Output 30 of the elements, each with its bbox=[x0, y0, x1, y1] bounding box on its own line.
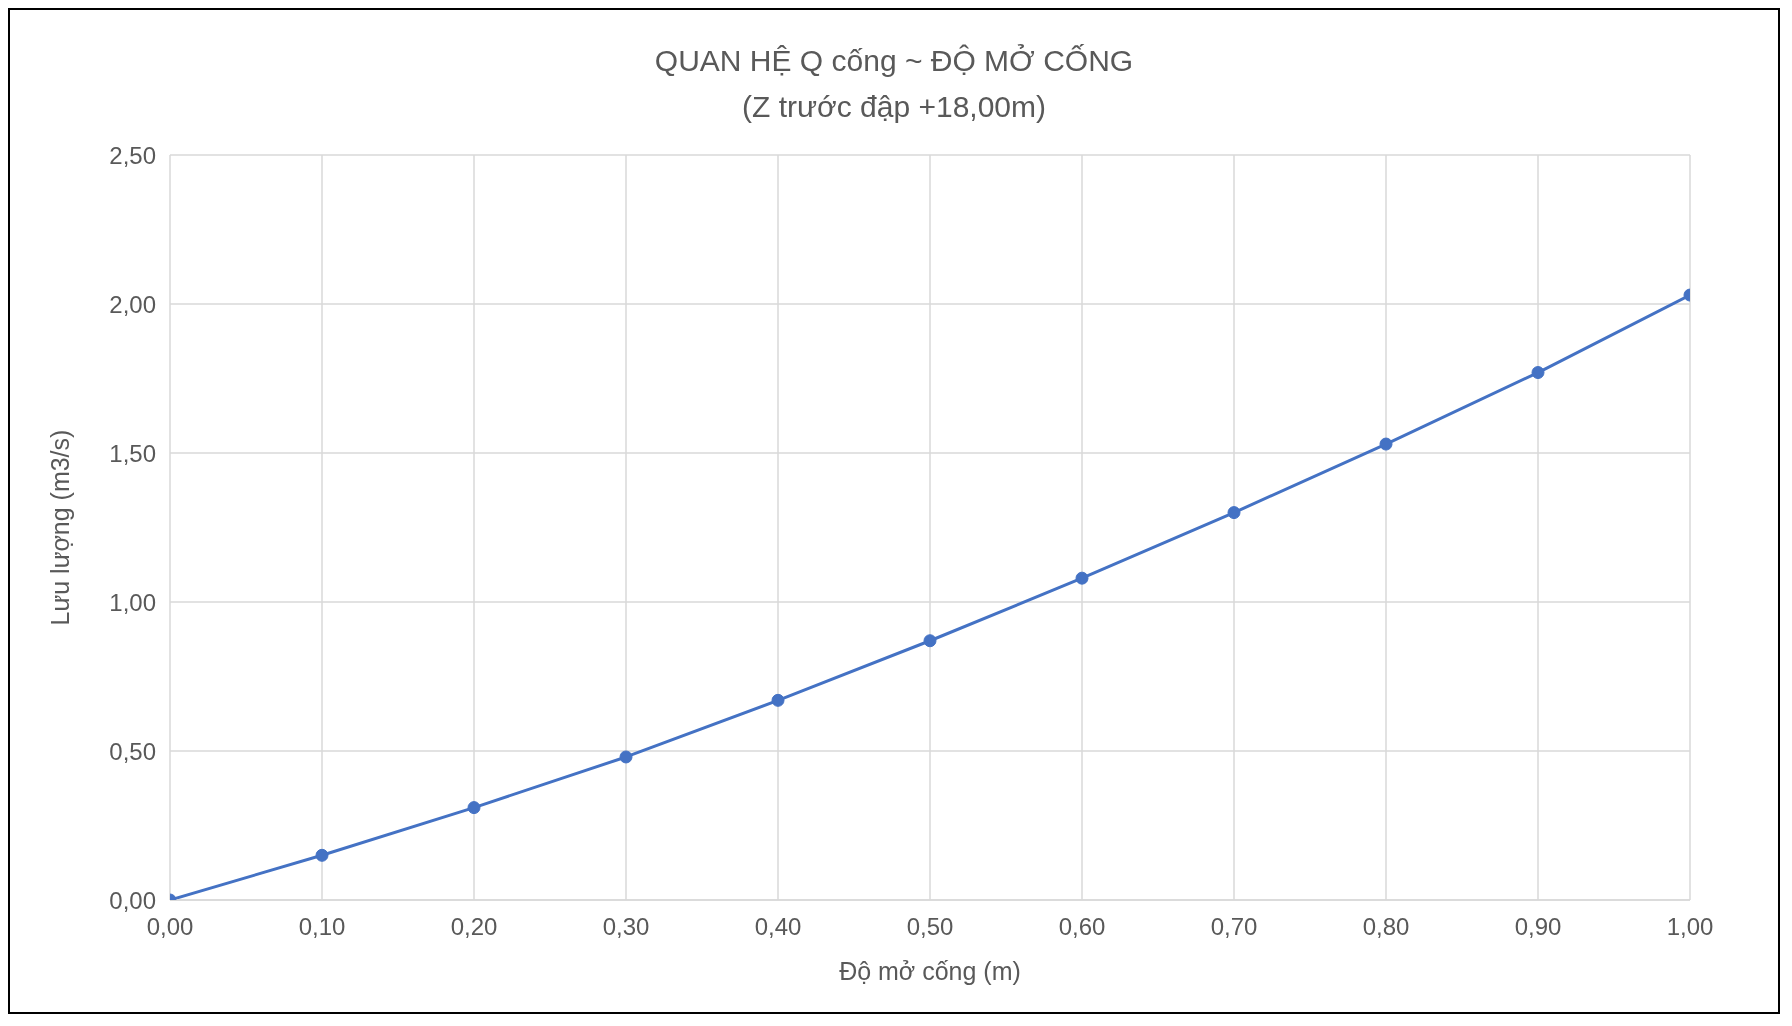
chart-subtitle: (Z trước đập +18,00m) bbox=[741, 89, 1047, 125]
point bbox=[1227, 506, 1241, 520]
x-tick-label: 1,00 bbox=[1666, 913, 1714, 941]
point bbox=[619, 750, 633, 764]
point bbox=[1531, 366, 1545, 380]
x-tick-label: 0,50 bbox=[906, 913, 954, 941]
x-tick-label: 0,80 bbox=[1362, 913, 1410, 941]
y-tick-label: 1,50 bbox=[109, 439, 156, 467]
point bbox=[771, 693, 785, 707]
point bbox=[1379, 437, 1393, 451]
x-axis-title: Độ mở cống (m) bbox=[839, 957, 1021, 985]
x-tick-label: 0,70 bbox=[1210, 913, 1258, 941]
point bbox=[923, 634, 937, 648]
y-axis-title: Lưu lượng (m3/s) bbox=[45, 429, 74, 626]
y-tick-label: 0,00 bbox=[109, 886, 156, 914]
x-tick-label: 0,10 bbox=[298, 913, 346, 941]
y-tick-label: 2,00 bbox=[109, 290, 156, 318]
y-tick-label: 0,50 bbox=[109, 737, 156, 765]
y-tick-label: 1,00 bbox=[109, 588, 156, 616]
x-tick-label: 0,30 bbox=[602, 913, 650, 941]
x-tick-label: 0,60 bbox=[1058, 913, 1106, 941]
y-tick-label: 2,50 bbox=[109, 141, 156, 169]
chart-title: QUAN HỆ Q cống ~ ĐỘ MỞ CỐNG bbox=[653, 43, 1135, 79]
x-tick-label: 0,40 bbox=[754, 913, 802, 941]
x-tick-label: 0,20 bbox=[450, 913, 498, 941]
point bbox=[315, 848, 329, 862]
point bbox=[467, 801, 481, 815]
point bbox=[1075, 571, 1089, 585]
x-tick-label: 0,00 bbox=[146, 913, 194, 941]
x-tick-label: 0,90 bbox=[1514, 913, 1562, 941]
